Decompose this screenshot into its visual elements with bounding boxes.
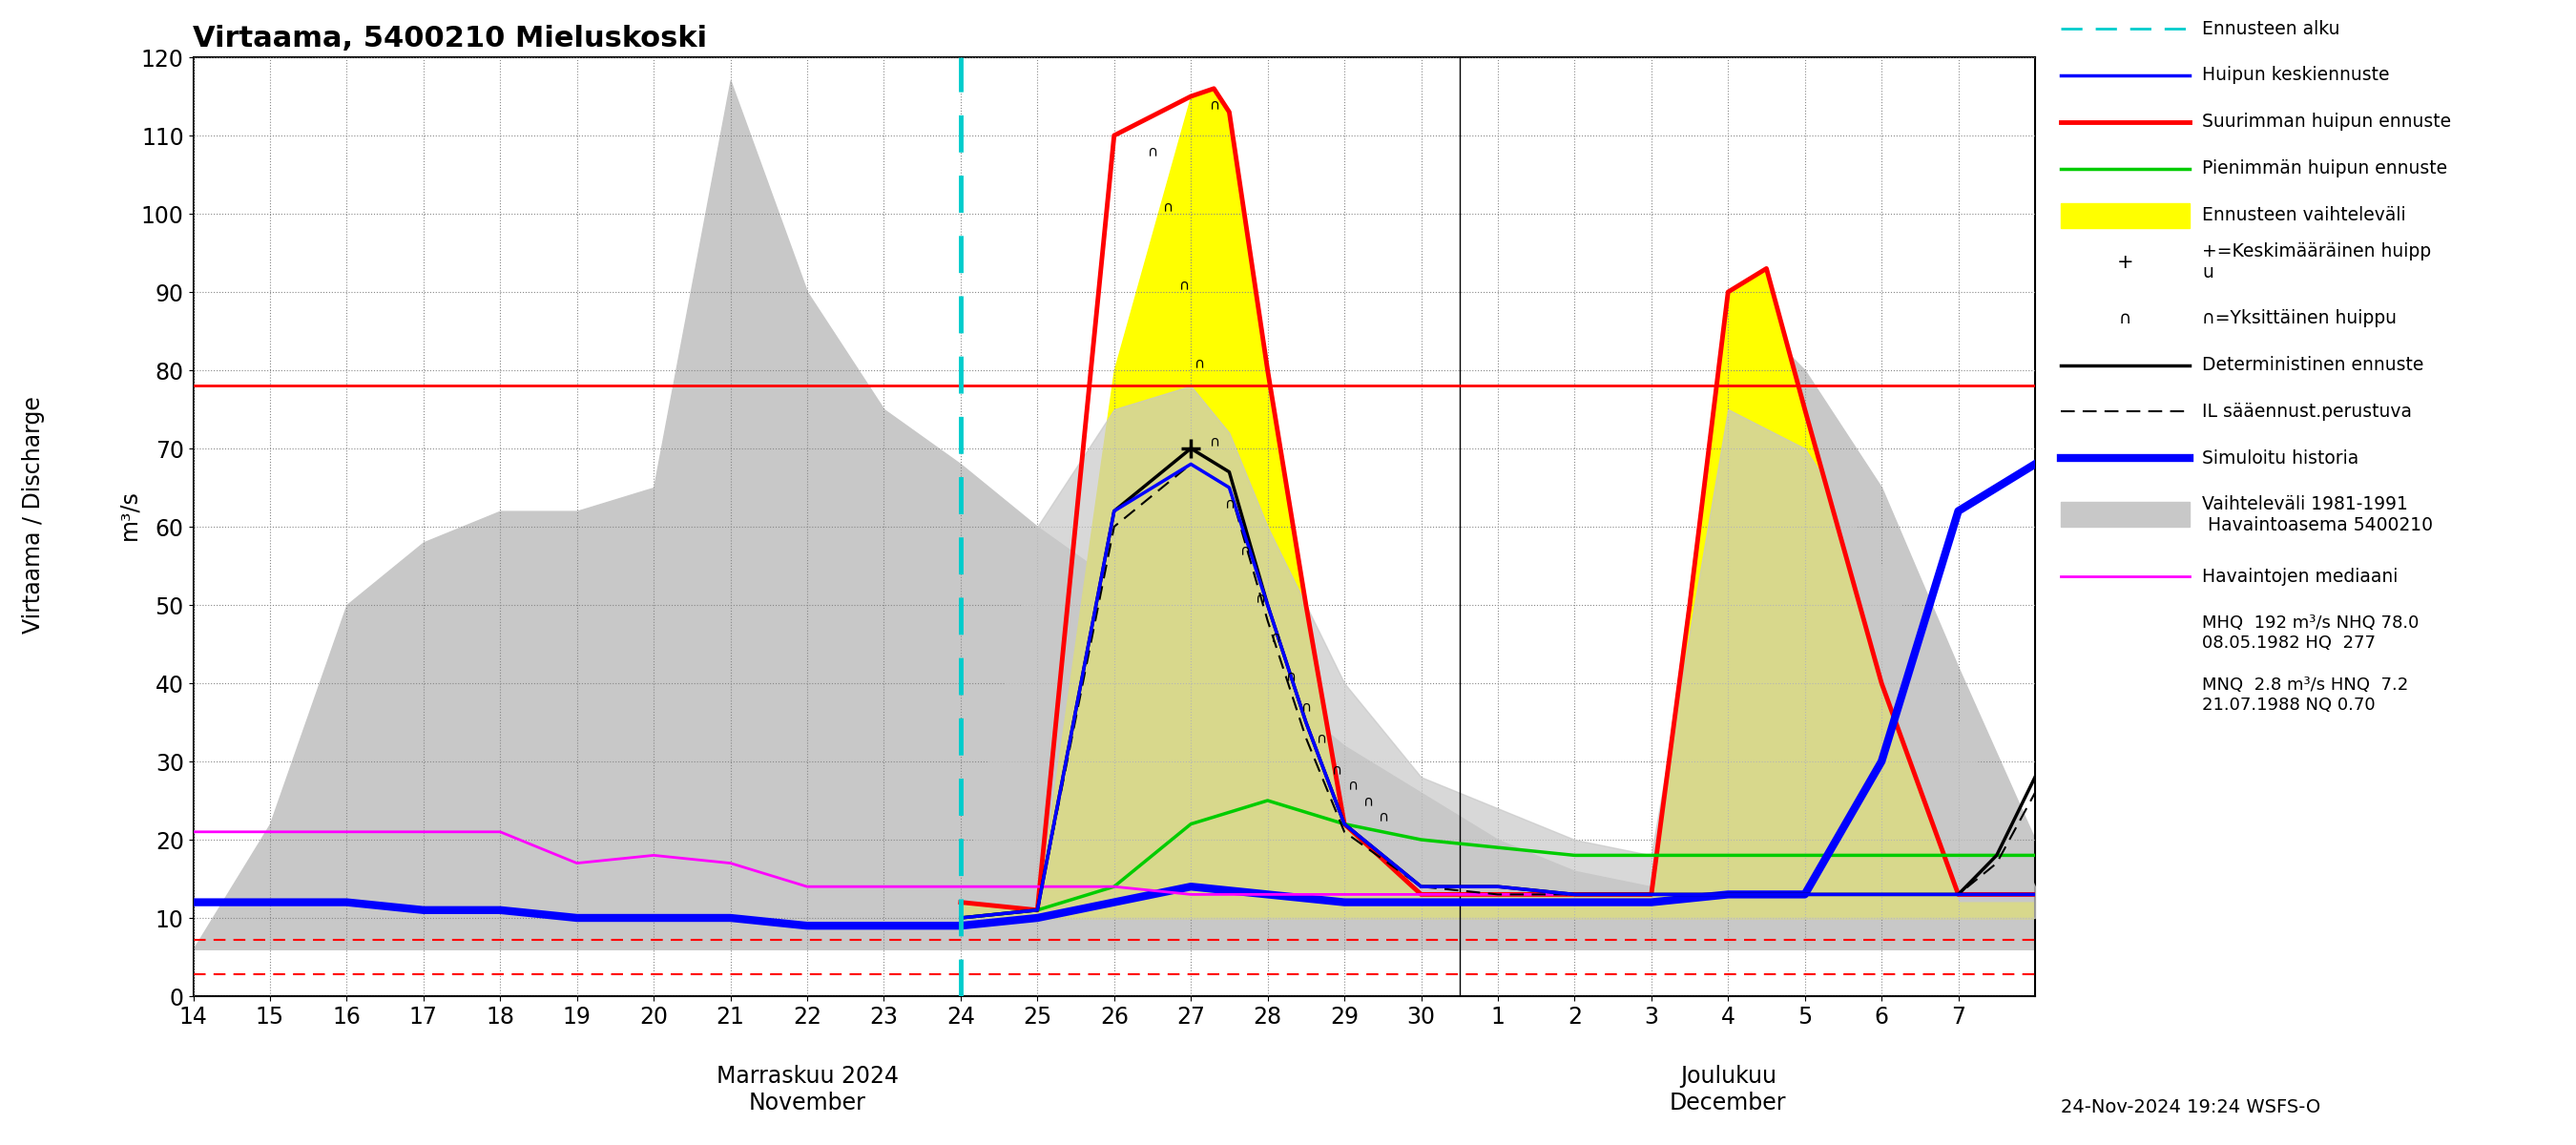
Text: ∩: ∩: [1363, 795, 1373, 808]
Text: IL sääennust.perustuva: IL sääennust.perustuva: [2202, 403, 2411, 420]
Text: ∩: ∩: [1270, 630, 1280, 643]
Text: Marraskuu 2024
November: Marraskuu 2024 November: [716, 1065, 899, 1114]
Text: ∩: ∩: [1177, 278, 1188, 292]
Text: ∩: ∩: [1193, 356, 1203, 370]
Text: ∩: ∩: [2120, 309, 2130, 326]
Text: Deterministinen ennuste: Deterministinen ennuste: [2202, 356, 2424, 374]
Text: ∩: ∩: [1347, 779, 1358, 792]
Text: Ennusteen alku: Ennusteen alku: [2202, 19, 2342, 38]
Text: MHQ  192 m³/s NHQ 78.0
08.05.1982 HQ  277: MHQ 192 m³/s NHQ 78.0 08.05.1982 HQ 277: [2202, 615, 2419, 652]
Text: ∩: ∩: [1208, 434, 1218, 449]
Text: ∩: ∩: [1332, 763, 1342, 777]
Text: m³/s: m³/s: [118, 490, 139, 540]
Text: Virtaama, 5400210 Mieluskoski: Virtaama, 5400210 Mieluskoski: [193, 25, 708, 53]
Text: ∩: ∩: [1208, 97, 1218, 112]
Text: Virtaama / Discharge: Virtaama / Discharge: [23, 396, 44, 634]
Text: ∩: ∩: [1316, 732, 1327, 745]
Text: Huipun keskiennuste: Huipun keskiennuste: [2202, 66, 2391, 85]
Text: 24-Nov-2024 19:24 WSFS-O: 24-Nov-2024 19:24 WSFS-O: [2061, 1098, 2321, 1116]
Text: +: +: [2117, 253, 2133, 271]
Text: ∩=Yksittäinen huippu: ∩=Yksittäinen huippu: [2202, 309, 2398, 327]
Text: +=Keskimääräinen huipp
u: +=Keskimääräinen huipp u: [2202, 243, 2432, 282]
Text: MNQ  2.8 m³/s HNQ  7.2
21.07.1988 NQ 0.70: MNQ 2.8 m³/s HNQ 7.2 21.07.1988 NQ 0.70: [2202, 677, 2409, 713]
Text: ∩: ∩: [1162, 199, 1172, 214]
Text: Vaihteleväli 1981-1991
 Havaintoasema 5400210: Vaihteleväli 1981-1991 Havaintoasema 540…: [2202, 495, 2434, 534]
Text: ∩: ∩: [1285, 669, 1296, 684]
Text: Havaintojen mediaani: Havaintojen mediaani: [2202, 568, 2398, 586]
Text: Simuloitu historia: Simuloitu historia: [2202, 449, 2360, 467]
Text: ∩: ∩: [1255, 591, 1265, 605]
Text: ∩: ∩: [1239, 544, 1249, 558]
Text: ∩: ∩: [1301, 700, 1311, 714]
Text: ∩: ∩: [1146, 144, 1157, 159]
Text: ∩: ∩: [1224, 497, 1234, 511]
Text: ∩: ∩: [1378, 810, 1388, 824]
Text: Suurimman huipun ennuste: Suurimman huipun ennuste: [2202, 113, 2452, 132]
Text: Joulukuu
December: Joulukuu December: [1669, 1065, 1788, 1114]
Text: Pienimmän huipun ennuste: Pienimmän huipun ennuste: [2202, 159, 2447, 177]
Text: Ennusteen vaihteleväli: Ennusteen vaihteleväli: [2202, 206, 2406, 224]
